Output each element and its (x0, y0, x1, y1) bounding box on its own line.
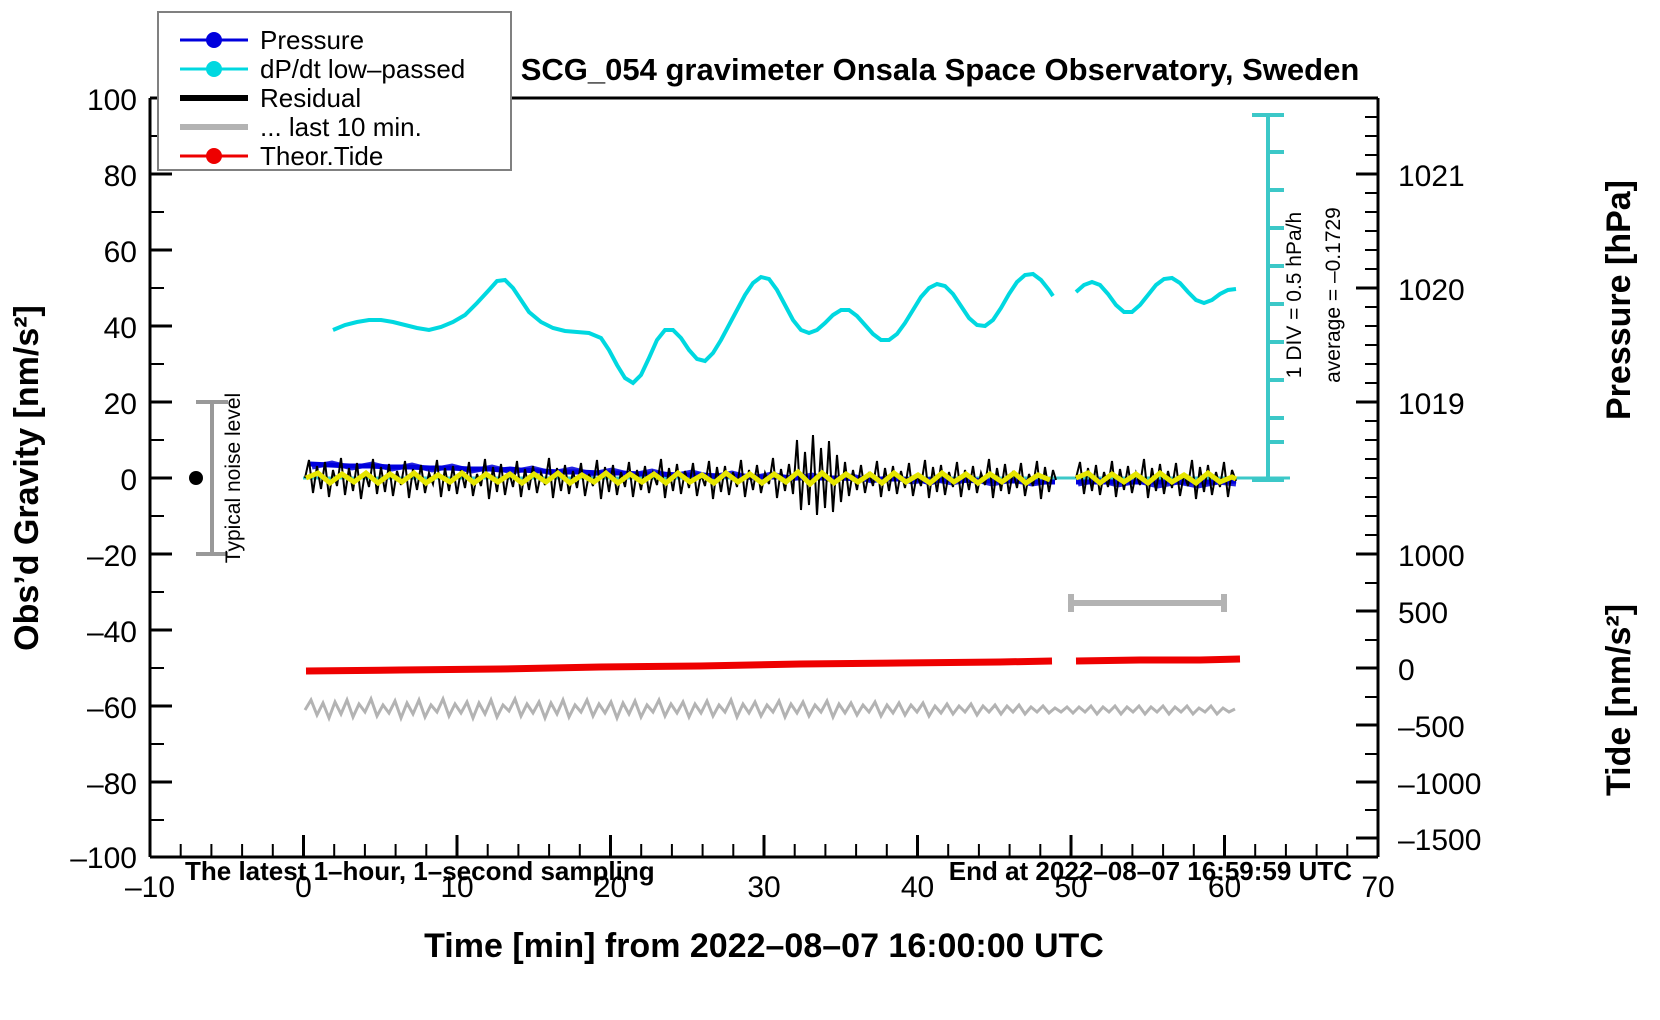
x-tick-label: 60 (1208, 871, 1241, 904)
page-title: SCG_054 gravimeter Onsala Space Observat… (521, 52, 1360, 87)
legend-label: Residual (260, 83, 361, 113)
tide-tick-label: –1000 (1398, 768, 1481, 801)
pressure-tick-label: 1019 (1398, 388, 1465, 421)
x-axis-tick-labels: –10 0 10 20 30 40 50 60 70 (125, 871, 1395, 904)
footer-right-text: End at 2022–08–07 16:59:59 UTC (949, 856, 1352, 886)
y-axis-right-pressure-title: Pressure [hPa] (1600, 180, 1638, 420)
y-axis-right-tide-title: Tide [nm/s²] (1600, 604, 1638, 796)
y-tick-label: –60 (87, 692, 137, 725)
annotation-last-10-min-bar (1068, 594, 1227, 612)
tide-tick-label: 0 (1398, 654, 1415, 687)
noise-level-dot (189, 471, 203, 485)
legend-label: Pressure (260, 25, 364, 55)
typical-noise-level-label: Typical noise level (222, 393, 245, 563)
series-residual-lowpassed (305, 468, 1238, 488)
pressure-tick-label: 1020 (1398, 274, 1465, 307)
y-tick-label: 40 (104, 312, 137, 345)
y-axis-left-ticks (150, 96, 172, 859)
x-tick-label: 50 (1054, 871, 1087, 904)
x-tick-label: 20 (594, 871, 627, 904)
x-tick-label: 0 (295, 871, 312, 904)
annotation-pressure-div-scale: 1 DIV = 0.5 hPa/h average = –0.1729 (1252, 113, 1345, 482)
y-tick-label: 0 (120, 464, 137, 497)
x-tick-label: 70 (1361, 871, 1394, 904)
legend-item-pressure[interactable]: Pressure (180, 25, 364, 55)
legend-marker-icon (206, 148, 222, 164)
x-axis-ticks (148, 835, 1380, 857)
legend-label: Theor.Tide (260, 141, 383, 171)
x-tick-label: 10 (440, 871, 473, 904)
series-group (303, 271, 1290, 723)
y-axis-right-pressure-labels: 1021 1020 1019 (1398, 160, 1465, 421)
y-axis-left-title: Obs’d Gravity [nm/s²] (8, 305, 46, 651)
series-last-10-min (303, 695, 1236, 723)
y-tick-label: –80 (87, 768, 137, 801)
x-tick-label: 40 (901, 871, 934, 904)
legend-label: ... last 10 min. (260, 112, 422, 142)
pressure-average-label: average = –0.1729 (1322, 207, 1345, 383)
tide-tick-label: –500 (1398, 711, 1465, 744)
legend-item-last-10-min[interactable]: ... last 10 min. (180, 112, 422, 142)
x-tick-label: –10 (125, 871, 175, 904)
legend: Pressure dP/dt low–passed Residual ... l… (157, 11, 512, 171)
y-tick-label: –20 (87, 540, 137, 573)
y-tick-label: 20 (104, 388, 137, 421)
y-tick-label: –40 (87, 616, 137, 649)
y-axis-left-tick-labels: 100 80 60 40 20 0 –20 –40 –60 –80 –100 (70, 84, 137, 875)
legend-item-residual[interactable]: Residual (180, 83, 361, 113)
pressure-tick-label: 1021 (1398, 160, 1465, 193)
y-tick-label: 100 (87, 84, 137, 117)
pressure-div-scale-label: 1 DIV = 0.5 hPa/h (1283, 212, 1306, 378)
y-axis-right-tide-labels: 1000 500 0 –500 –1000 –1500 (1398, 540, 1481, 857)
legend-label: dP/dt low–passed (260, 54, 465, 84)
tide-tick-label: 1000 (1398, 540, 1465, 573)
series-theor-tide (305, 655, 1241, 675)
legend-marker-icon (206, 32, 222, 48)
y-axis-right-ticks (1356, 116, 1378, 840)
annotation-typical-noise-level: Typical noise level (189, 393, 245, 563)
legend-item-dpdt[interactable]: dP/dt low–passed (180, 54, 465, 84)
footer-left-text: The latest 1–hour, 1–second sampling (185, 856, 655, 886)
y-tick-label: 60 (104, 236, 137, 269)
x-tick-label: 30 (747, 871, 780, 904)
y-tick-label: 80 (104, 160, 137, 193)
legend-marker-icon (206, 61, 222, 77)
x-axis-title: Time [min] from 2022–08–07 16:00:00 UTC (424, 927, 1104, 965)
tide-tick-label: –1500 (1398, 824, 1481, 857)
legend-item-theor-tide[interactable]: Theor.Tide (180, 141, 383, 171)
series-dpdt-lowpassed (332, 271, 1237, 386)
tide-tick-label: 500 (1398, 597, 1448, 630)
y-tick-label: –100 (70, 842, 137, 875)
